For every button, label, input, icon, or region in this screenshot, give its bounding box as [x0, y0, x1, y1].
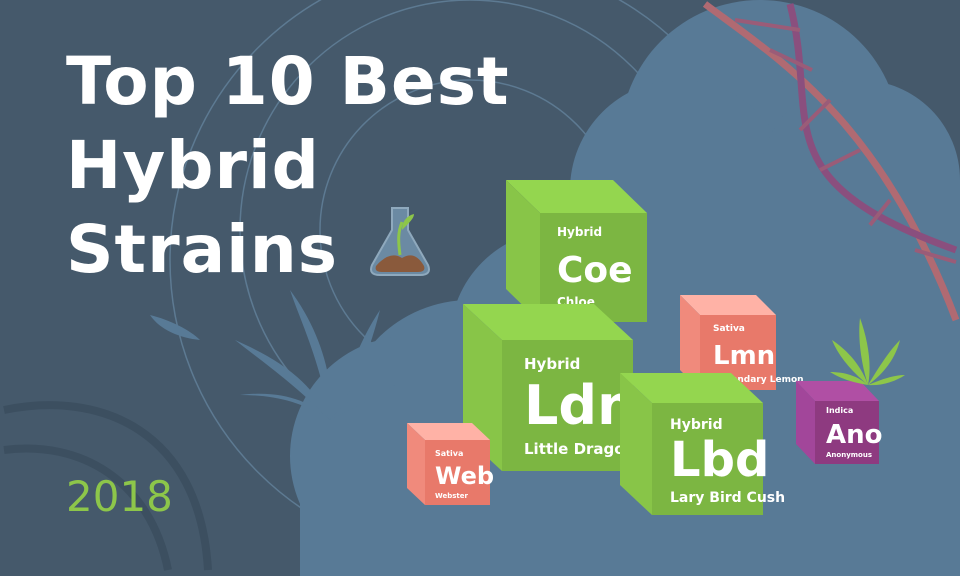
cube-symbol: Coe [557, 250, 633, 291]
cube-symbol: Web [435, 462, 494, 490]
cannabis-leaf-icon [150, 290, 395, 420]
year-label: 2018 [66, 472, 173, 521]
cube-symbol: Ldn [524, 374, 636, 437]
dna-helix-icon [702, 1, 960, 322]
flask-sprout-icon [370, 207, 430, 276]
cube-side [680, 295, 700, 390]
page-title: Top 10 Best Hybrid Strains [66, 40, 510, 292]
cube-symbol: Lmn [713, 341, 775, 371]
cube-top [620, 373, 763, 403]
cube-type-label: Indica [826, 406, 853, 415]
cube-front [652, 403, 763, 515]
title-line-2: Hybrid [66, 127, 320, 204]
cannabis-leaf-icon [830, 318, 905, 386]
cube-side [796, 381, 815, 464]
cube-side [506, 180, 540, 322]
cube-side [407, 423, 425, 505]
cube-strain-name: Anonymous [826, 451, 872, 459]
cube-strain-name: Little Dragon [524, 440, 635, 458]
cube-type-label: Hybrid [670, 417, 723, 433]
title-line-1: Top 10 Best [66, 43, 510, 120]
cube-front [540, 213, 647, 322]
dna-decoration [3, 401, 212, 571]
cube-side [620, 373, 652, 515]
cube-front [700, 315, 776, 390]
cube-strain-name: Legendary Lemon [713, 375, 804, 385]
cube-front [425, 440, 490, 505]
cube-top [506, 180, 647, 213]
cube-symbol: Lbd [670, 432, 769, 488]
cube-top [407, 423, 490, 440]
cube-top [463, 304, 633, 340]
cube-strain-name: Webster [435, 492, 468, 500]
cube-type-label: Sativa [713, 324, 745, 334]
cube-web: Sativa Web Webster [407, 423, 494, 505]
cube-front [815, 401, 879, 464]
cube-top [680, 295, 776, 315]
cube-lmn: Sativa Lmn Legendary Lemon [680, 295, 804, 390]
cube-type-label: Hybrid [524, 355, 580, 373]
cube-type-label: Hybrid [557, 225, 602, 239]
cube-front [502, 340, 633, 471]
cube-top [796, 381, 879, 401]
cube-strain-name: Lary Bird Cush [670, 490, 785, 506]
cube-type-label: Sativa [435, 449, 463, 458]
cube-symbol: Ano [826, 420, 883, 450]
title-line-3: Strains [66, 211, 339, 288]
